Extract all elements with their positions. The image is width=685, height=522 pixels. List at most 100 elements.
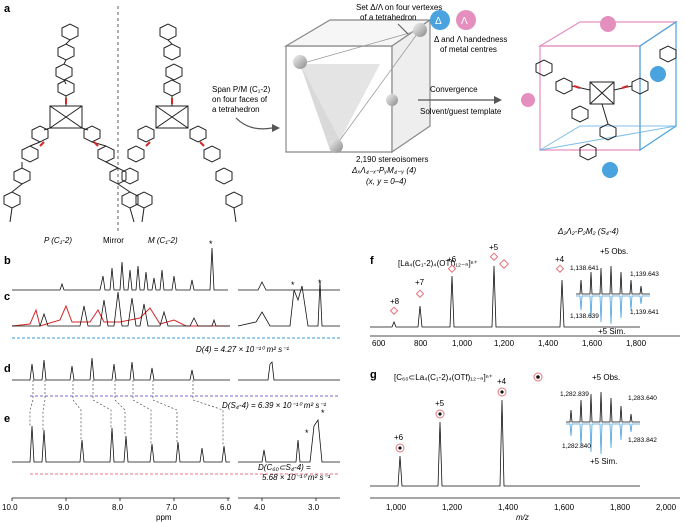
- panel-g: g [C₆₀⊂La₄(C₁-2)₄(OTf)₁₂₋ₙ]ⁿ⁺ +6 +5 +4 +…: [370, 369, 680, 522]
- ms-g-inset: +5 Obs. 1,282.839 1,283.640 1,282.840 1,…: [560, 373, 657, 466]
- ms-f-obs-value-1: 1,138.641: [570, 265, 599, 272]
- label-p-molecule: P (C₁-2): [44, 236, 72, 245]
- convergence-arrowhead: [494, 96, 502, 104]
- ms-f-tick-600: 600: [372, 339, 386, 348]
- ms-g-legend-dot: [536, 375, 540, 379]
- nmr-axis-label: ppm: [156, 513, 172, 522]
- nmr-tick-8: 8.0: [112, 503, 124, 512]
- nmr-trace-c-black: [12, 291, 230, 327]
- ms-f-tick-800: 800: [414, 339, 428, 348]
- ms-f-charge-8: +8: [390, 297, 400, 306]
- product-label: Δ₂Λ₂-P₂M₂ (S₄-4): [557, 227, 619, 236]
- panel-label-d: d: [4, 363, 11, 375]
- ms-f-charge-5: +5: [489, 243, 499, 252]
- stereoisomer-count: 2,190 stereoisomers: [356, 155, 428, 164]
- ms-f-charge-4: +4: [555, 255, 565, 264]
- nmr-tick-9: 9.0: [58, 503, 70, 512]
- ms-g-formula: [C₆₀⊂La₄(C₁-2)₄(OTf)₁₂₋ₙ]ⁿ⁺: [394, 373, 493, 382]
- nmr-star-c1: *: [291, 280, 295, 290]
- ms-f-sim-label: +5 Sim.: [598, 327, 625, 336]
- ms-f-obs-value-2: 1,139.643: [630, 271, 659, 278]
- ms-g-charge-4: +4: [497, 377, 507, 386]
- delta-badge: [430, 10, 450, 30]
- panel-d: d D(S₄-4) = 6.39 × 10⁻¹⁰ m² s⁻¹: [4, 357, 340, 410]
- panel-label-g: g: [370, 369, 377, 381]
- nmr-star-e1: *: [305, 428, 309, 438]
- red-bonds-left: [39, 98, 99, 147]
- handedness-text-2: of metal centres: [440, 45, 497, 54]
- ms-g-marker-4-dot: [500, 390, 504, 394]
- delta-symbol: Δ: [435, 16, 442, 27]
- ms-f-legend-marker: [499, 259, 509, 269]
- panel-f: f [La₄(C₁-2)₄(OTf)₁₂₋ₙ]ⁿ⁺ +8 +7 +6 +5 +4…: [370, 243, 680, 348]
- ms-f-charge-7: +7: [415, 278, 425, 287]
- panel-e: e * * D(C₆₀⊂S₄-4) = 5.68 × 10⁻¹⁰ m² s⁻¹: [4, 408, 340, 482]
- red-bonds-right: [145, 98, 205, 147]
- ms-g-axis-label: m/z: [516, 513, 529, 522]
- nmr-trace-e-left: [12, 425, 230, 463]
- ms-f-tick-1200: 1,200: [494, 339, 515, 348]
- nmr-x-axis: [11, 497, 340, 501]
- ms-f-peak-labels: +8 +7 +6 +5 +4: [389, 243, 565, 315]
- molecule-p: [3, 23, 139, 223]
- lambda-symbol: Λ: [461, 16, 468, 27]
- mirror-label: Mirror: [103, 236, 124, 245]
- set-text-1: Set Δ/Λ on four vertexes: [356, 3, 442, 12]
- ms-g-sim-value-1: 1,282.840: [562, 443, 591, 450]
- nmr-trace-e-right: [238, 418, 340, 463]
- dosy-label-e-2: 5.68 × 10⁻¹⁰ m² s⁻¹: [262, 473, 331, 482]
- panel-b: b *: [4, 239, 340, 291]
- span-text-3: a tetrahedron: [212, 105, 260, 114]
- ms-g-obs-label: +5 Obs.: [592, 373, 620, 382]
- ms-g-sim-label: +5 Sim.: [590, 457, 617, 466]
- nmr-trace-c-right: [237, 281, 340, 327]
- ms-g-tick-1600: 1,600: [554, 503, 575, 512]
- panel-label-b: b: [4, 255, 11, 267]
- ms-f-obs-label: +5 Obs.: [600, 247, 628, 256]
- panel-label-a: a: [4, 3, 11, 15]
- lambda-badge: [456, 10, 476, 30]
- molecule-m: [121, 23, 243, 223]
- set-text-2: of a tetrahedron: [360, 13, 416, 22]
- ms-f-marker-4: [555, 264, 565, 273]
- nmr-trace-d-left: [12, 357, 230, 381]
- ms-f-marker-7: [415, 289, 425, 298]
- ms-f-tick-1600: 1,600: [582, 339, 603, 348]
- stereoisomer-range: (x, y = 0–4): [366, 177, 407, 186]
- panel-a: a: [3, 3, 678, 245]
- dosy-label-c: D(4) = 4.27 × 10⁻¹⁰ m² s⁻¹: [196, 345, 289, 354]
- ms-f-marker-5: [489, 252, 499, 261]
- ms-f-tick-1000: 1,000: [452, 339, 473, 348]
- span-text-1: Span P/M (C₁-2): [212, 85, 271, 94]
- nmr-trace-b-right: [238, 281, 340, 291]
- dosy-label-d: D(S₄-4) = 6.39 × 10⁻¹⁰ m² s⁻¹: [222, 401, 327, 410]
- set-pointer: [397, 23, 409, 35]
- tetrahedron-cube: [283, 18, 432, 154]
- ms-g-charge-5: +5: [435, 399, 445, 408]
- ms-f-tick-1800: 1,800: [626, 339, 647, 348]
- label-m-molecule: M (C₁-2): [148, 236, 178, 245]
- ms-f-inset: +5 Obs. 1,138.641 1,139.643 1,138.639 1,…: [570, 247, 659, 336]
- ms-g-tick-1400: 1,400: [498, 503, 519, 512]
- ms-f-sim-value-2: 1,139.641: [630, 309, 659, 316]
- span-text-2: on four faces of: [212, 95, 268, 104]
- nmr-trace-d-right: [238, 361, 340, 381]
- nmr-tick-3: 3.0: [308, 503, 320, 512]
- ms-g-charge-6: +6: [394, 433, 404, 442]
- nmr-trace-c-red: [11, 304, 230, 327]
- ms-g-tick-2000: 2,000: [656, 503, 677, 512]
- template-label: Solvent/guest template: [420, 107, 502, 116]
- ms-f-baseline: [370, 265, 640, 328]
- correlation-lines: [29, 380, 224, 446]
- ms-g-tick-1800: 1,800: [610, 503, 631, 512]
- panel-label-c: c: [4, 291, 10, 303]
- ms-g-tick-1200: 1,200: [442, 503, 463, 512]
- ms-g-tick-1000: 1,000: [386, 503, 407, 512]
- ms-f-charge-6: +6: [447, 255, 457, 264]
- handedness-text-1: Δ and Λ handedness: [434, 35, 507, 44]
- panel-c: c * * D(4) = 4.27 × 10⁻¹⁰ m² s⁻¹: [4, 278, 340, 354]
- convergence-label: Convergence: [430, 85, 478, 94]
- span-arrowhead: [272, 124, 280, 132]
- ms-g-obs-value-2: 1,283.640: [628, 395, 657, 402]
